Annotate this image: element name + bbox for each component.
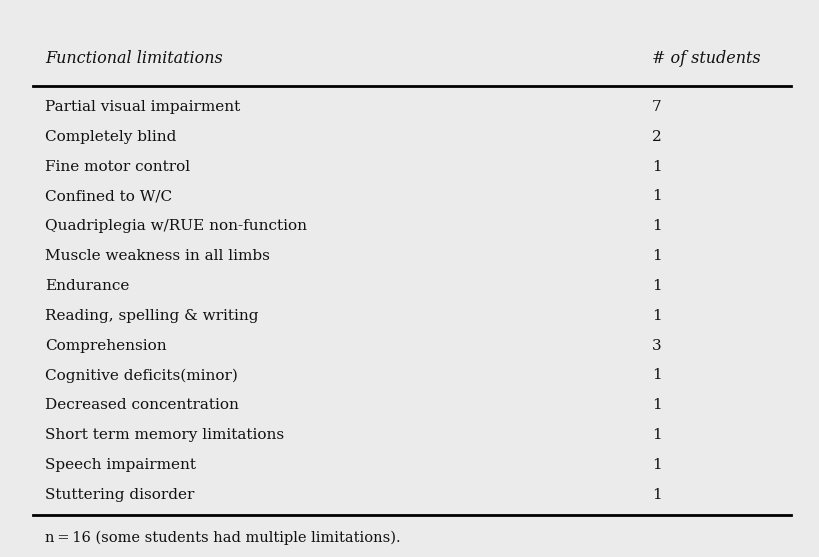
Text: Muscle weakness in all limbs: Muscle weakness in all limbs bbox=[45, 249, 269, 263]
Text: 1: 1 bbox=[651, 219, 661, 233]
Text: 1: 1 bbox=[651, 159, 661, 173]
Text: Quadriplegia w/RUE non-function: Quadriplegia w/RUE non-function bbox=[45, 219, 307, 233]
Text: 1: 1 bbox=[651, 398, 661, 412]
Text: 1: 1 bbox=[651, 249, 661, 263]
Text: 1: 1 bbox=[651, 309, 661, 323]
Text: 1: 1 bbox=[651, 279, 661, 293]
Text: Confined to W/C: Confined to W/C bbox=[45, 189, 172, 203]
Text: Endurance: Endurance bbox=[45, 279, 129, 293]
Text: 1: 1 bbox=[651, 189, 661, 203]
Text: 7: 7 bbox=[651, 100, 661, 114]
Text: Speech impairment: Speech impairment bbox=[45, 458, 196, 472]
Text: 1: 1 bbox=[651, 488, 661, 502]
Text: Stuttering disorder: Stuttering disorder bbox=[45, 488, 194, 502]
Text: 1: 1 bbox=[651, 428, 661, 442]
Text: Decreased concentration: Decreased concentration bbox=[45, 398, 238, 412]
Text: Reading, spelling & writing: Reading, spelling & writing bbox=[45, 309, 258, 323]
Text: 1: 1 bbox=[651, 368, 661, 382]
Text: # of students: # of students bbox=[651, 50, 759, 67]
Text: Cognitive deficits(minor): Cognitive deficits(minor) bbox=[45, 368, 238, 383]
Text: Completely blind: Completely blind bbox=[45, 130, 176, 144]
Text: 1: 1 bbox=[651, 458, 661, 472]
Text: 2: 2 bbox=[651, 130, 661, 144]
Text: Fine motor control: Fine motor control bbox=[45, 159, 190, 173]
Text: Comprehension: Comprehension bbox=[45, 339, 166, 353]
Text: Short term memory limitations: Short term memory limitations bbox=[45, 428, 284, 442]
Text: Functional limitations: Functional limitations bbox=[45, 50, 223, 67]
Text: 3: 3 bbox=[651, 339, 661, 353]
Text: Partial visual impairment: Partial visual impairment bbox=[45, 100, 240, 114]
Text: n = 16 (some students had multiple limitations).: n = 16 (some students had multiple limit… bbox=[45, 530, 400, 545]
